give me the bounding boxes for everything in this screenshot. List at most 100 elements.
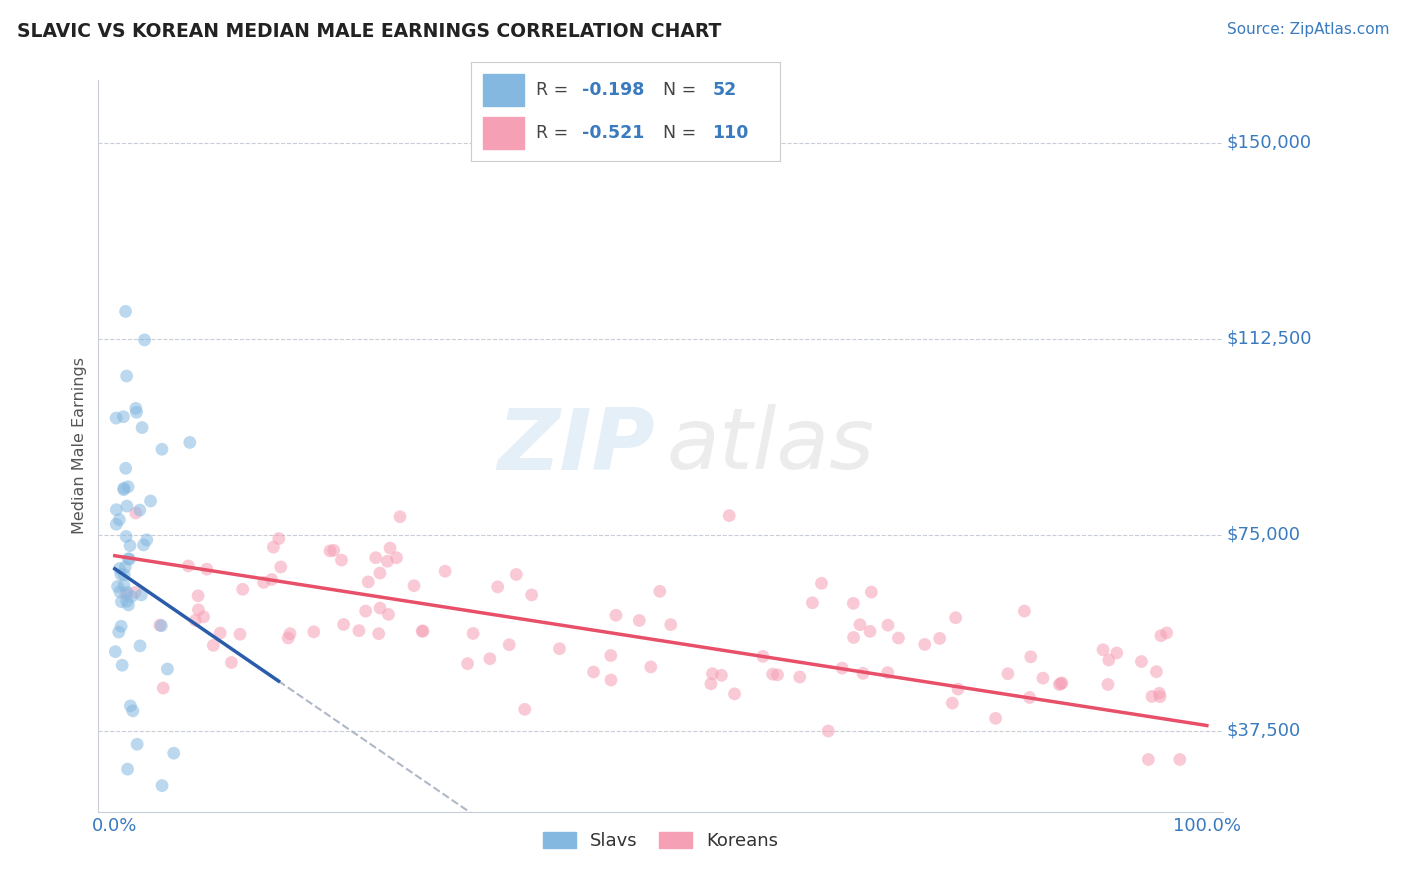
Point [377, 607, 399, 622]
Point [513, 702, 536, 716]
Text: N =: N = [662, 124, 702, 142]
Point [278, 626, 301, 640]
Point [1092, 642, 1115, 657]
Point [842, 631, 865, 645]
Point [385, 550, 408, 565]
Point [520, 588, 543, 602]
Point [150, 442, 173, 457]
Point [860, 585, 883, 599]
Point [125, 405, 148, 419]
Point [117, 551, 139, 566]
Point [1137, 752, 1160, 766]
Point [270, 560, 292, 574]
Point [887, 631, 910, 645]
Point [135, 533, 157, 547]
Point [107, 579, 129, 593]
Point [105, 411, 128, 425]
Text: atlas: atlas [666, 404, 875, 488]
Point [876, 665, 898, 680]
Y-axis label: Median Male Earnings: Median Male Earnings [72, 358, 87, 534]
Point [115, 369, 138, 384]
Point [229, 627, 252, 641]
Point [461, 626, 484, 640]
Point [114, 587, 136, 601]
Point [112, 409, 135, 424]
Point [1032, 671, 1054, 685]
Point [112, 578, 135, 592]
Point [1168, 752, 1191, 766]
Point [115, 529, 138, 543]
Point [702, 666, 724, 681]
Point [849, 617, 872, 632]
Point [267, 532, 290, 546]
Point [1098, 653, 1121, 667]
Text: N =: N = [662, 81, 702, 99]
Point [115, 499, 138, 513]
Point [114, 560, 136, 574]
Point [762, 667, 785, 681]
Point [700, 677, 723, 691]
Text: R =: R = [536, 124, 574, 142]
Point [928, 632, 950, 646]
Point [117, 762, 139, 776]
Point [152, 681, 174, 695]
Point [193, 610, 215, 624]
Point [132, 538, 155, 552]
Text: -0.198: -0.198 [582, 81, 645, 99]
Point [187, 589, 209, 603]
Point [139, 494, 162, 508]
Point [1144, 665, 1167, 679]
Point [710, 668, 733, 682]
Point [412, 624, 434, 638]
Text: -0.521: -0.521 [582, 124, 645, 142]
Point [302, 624, 325, 639]
Point [1105, 646, 1128, 660]
Point [112, 481, 135, 495]
Point [277, 631, 299, 645]
Point [548, 641, 571, 656]
Point [434, 564, 457, 578]
Point [117, 480, 139, 494]
Point [914, 637, 936, 651]
Point [505, 567, 527, 582]
Point [1019, 649, 1042, 664]
Point [368, 566, 391, 580]
Point [640, 660, 662, 674]
Point [322, 543, 344, 558]
Point [202, 638, 225, 652]
Point [877, 618, 900, 632]
Point [129, 639, 152, 653]
Point [115, 594, 138, 608]
Point [1050, 676, 1073, 690]
Point [131, 588, 153, 602]
Point [946, 682, 969, 697]
Point [1097, 677, 1119, 691]
Point [134, 333, 156, 347]
Point [659, 617, 682, 632]
Point [128, 503, 150, 517]
Point [108, 513, 131, 527]
Point [1156, 626, 1178, 640]
Point [108, 561, 131, 575]
Point [262, 540, 284, 554]
Point [104, 645, 127, 659]
Point [852, 666, 875, 681]
Point [377, 554, 399, 568]
Point [941, 696, 963, 710]
Bar [484, 118, 523, 149]
Bar [484, 74, 523, 105]
Point [1018, 690, 1040, 705]
Point [388, 509, 411, 524]
Point [332, 617, 354, 632]
Point [817, 724, 839, 739]
Point [984, 711, 1007, 725]
Point [177, 558, 200, 573]
Point [260, 573, 283, 587]
Point [110, 595, 132, 609]
Point [118, 552, 141, 566]
Text: ZIP: ZIP [498, 404, 655, 488]
Point [859, 624, 882, 639]
Point [1047, 677, 1070, 691]
Point [1150, 629, 1173, 643]
Point [364, 550, 387, 565]
